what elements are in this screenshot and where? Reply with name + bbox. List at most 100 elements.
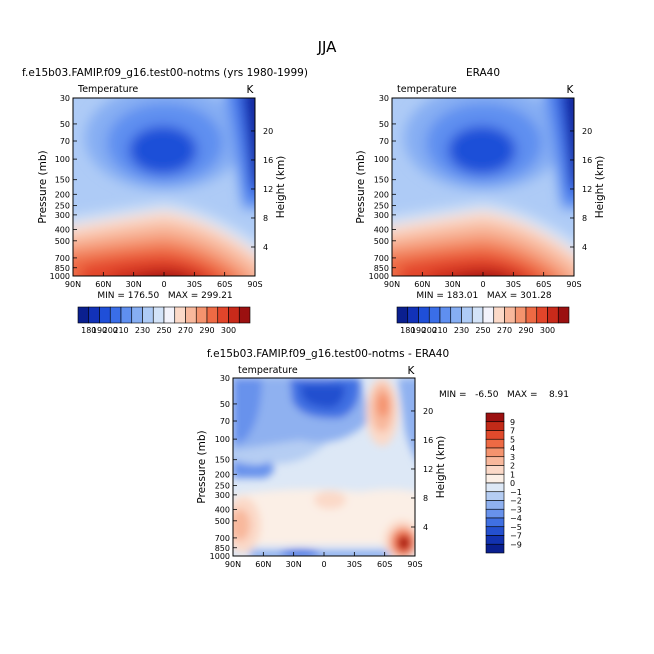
pressure-tick-label: 1000: [50, 272, 70, 281]
colorbar-label: 3: [510, 453, 515, 462]
colorbar-label: 0: [510, 479, 515, 488]
colorbar-label: 190: [92, 326, 107, 335]
height-tick-label: 12: [263, 185, 273, 194]
min-max-label: MIN = 176.50 MAX = 299.21: [97, 291, 232, 301]
lat-tick-label: 60N: [95, 280, 111, 289]
lat-tick-label: 60N: [414, 280, 430, 289]
height-tick-label: 8: [263, 214, 268, 223]
lat-tick-label: 60S: [217, 280, 232, 289]
colorbar-label: 300: [540, 326, 555, 335]
height-tick-label: 12: [423, 465, 433, 474]
lat-tick-label: 30N: [126, 280, 142, 289]
pressure-tick-label: 850: [55, 264, 70, 273]
y2-axis-label: Height (km): [435, 436, 447, 499]
colorbar-label: −3: [510, 505, 522, 514]
colorbar-label: 270: [497, 326, 512, 335]
lat-tick-label: 60S: [536, 280, 551, 289]
colorbar-swatch: [485, 508, 505, 519]
lat-tick-label: 90N: [384, 280, 400, 289]
y2-axis-label: Height (km): [275, 156, 287, 219]
colorbar-label: 290: [518, 326, 533, 335]
min-max-label: MIN = -6.50 MAX = 8.91: [439, 390, 569, 400]
pressure-tick-label: 70: [60, 137, 70, 146]
y2-axis-label: Height (km): [594, 156, 606, 219]
colorbar-swatch: [238, 306, 251, 324]
panel-difference: f.e15b03.FAMIP.f09_g16.test00-notms - ER…: [196, 348, 569, 569]
units-label: K: [408, 365, 416, 377]
height-tick-label: 4: [582, 243, 587, 252]
colorbar-swatch: [485, 438, 505, 449]
lat-tick-label: 30S: [506, 280, 521, 289]
colorbar-swatch: [482, 306, 495, 324]
contour-field: [382, 86, 584, 288]
colorbar-label: 250: [156, 326, 171, 335]
lat-tick-label: 0: [480, 280, 485, 289]
colorbar-swatch: [206, 306, 219, 324]
pressure-tick-label: 850: [215, 544, 230, 553]
pressure-tick-label: 100: [374, 155, 389, 164]
panel-variable: temperature: [238, 365, 298, 376]
panel-model: f.e15b03.FAMIP.f09_g16.test00-notms (yrs…: [22, 67, 308, 335]
lat-tick-label: 90N: [225, 560, 241, 569]
colorbar-swatch: [88, 306, 100, 324]
colorbar-swatch: [428, 306, 441, 324]
colorbar-swatch: [557, 306, 570, 324]
colorbar-label: 180: [400, 326, 415, 335]
height-tick-label: 16: [423, 436, 433, 445]
colorbar-swatch: [185, 306, 197, 324]
pressure-tick-label: 250: [55, 202, 70, 211]
colorbar-swatch: [461, 306, 473, 324]
lat-tick-label: 90N: [65, 280, 81, 289]
y-axis-label: Pressure (mb): [37, 150, 49, 223]
colorbar-swatch: [485, 517, 505, 528]
height-tick-label: 20: [263, 127, 273, 136]
colorbar-swatch: [485, 473, 505, 484]
colorbar-swatch: [450, 306, 462, 324]
colorbar-swatch: [485, 500, 505, 510]
colorbar-swatch: [396, 306, 409, 324]
height-tick-label: 4: [423, 523, 428, 532]
units-label: K: [247, 84, 255, 96]
colorbar-swatch: [485, 430, 505, 440]
colorbar-label: 200: [422, 326, 437, 335]
colorbar-label: 200: [103, 326, 118, 335]
pressure-tick-label: 850: [374, 264, 389, 273]
lat-tick-label: 90S: [566, 280, 581, 289]
pressure-tick-label: 500: [55, 237, 70, 246]
colorbar-swatch: [485, 482, 505, 493]
colorbar-swatch: [407, 306, 419, 324]
height-tick-label: 8: [582, 214, 587, 223]
panel-variable: temperature: [397, 84, 457, 95]
pressure-tick-label: 150: [215, 456, 230, 465]
colorbar-swatch: [485, 456, 505, 466]
lat-tick-label: 90S: [247, 280, 262, 289]
colorbar-swatch: [109, 306, 122, 324]
colorbar-label: 1: [510, 470, 515, 479]
colorbar-swatch: [485, 543, 505, 554]
colorbar-swatch: [228, 306, 240, 324]
colorbar-swatch: [99, 306, 111, 324]
pressure-tick-label: 400: [55, 225, 70, 234]
colorbar-swatch: [131, 306, 143, 324]
colorbar-label: 210: [432, 326, 447, 335]
lat-tick-label: 90S: [407, 560, 422, 569]
colorbar-swatch: [485, 447, 505, 458]
height-tick-label: 4: [263, 243, 268, 252]
pressure-tick-label: 50: [379, 120, 389, 129]
pressure-tick-label: 30: [379, 94, 389, 103]
pressure-tick-label: 700: [374, 254, 389, 263]
colorbar-label: −7: [510, 532, 522, 541]
colorbar-swatch: [485, 421, 505, 431]
pressure-tick-label: 300: [55, 211, 70, 220]
height-tick-label: 16: [263, 156, 273, 165]
lat-tick-label: 0: [321, 560, 326, 569]
colorbar-swatch: [485, 491, 505, 501]
pressure-tick-label: 50: [220, 400, 230, 409]
pressure-tick-label: 1000: [210, 552, 230, 561]
height-tick-label: 20: [582, 127, 592, 136]
pressure-tick-label: 150: [374, 176, 389, 185]
panel-variable: Temperature: [77, 84, 138, 95]
